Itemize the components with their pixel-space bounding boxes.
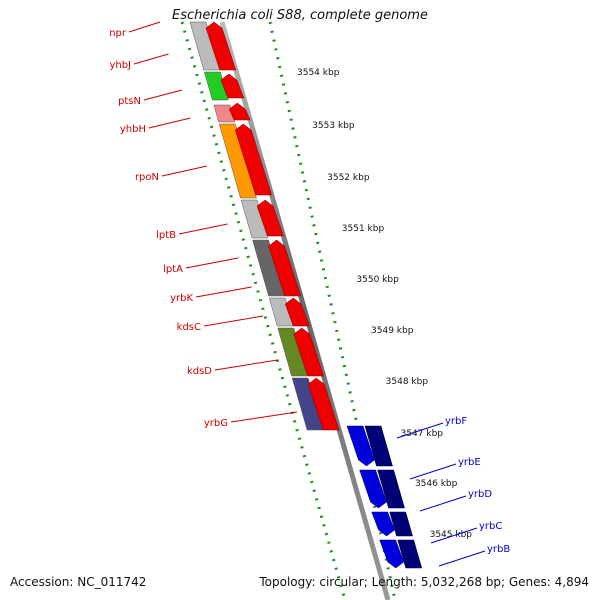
gene-leader-line (128, 21, 161, 33)
forward-gene-label[interactable]: yrbG (204, 418, 228, 429)
scale-labels: 3554 kbp 3553 kbp 3552 kbp 3551 kbp 3550 kbp… (297, 68, 472, 540)
scale-label: 3550 kbp (356, 275, 399, 285)
gene-leader-line (148, 117, 191, 129)
forward-gene-arrow[interactable] (234, 123, 272, 196)
forward-gene-labels: npr yhbJ ptsN yhbH rpoN lptB lptA yrbK kdsC kdsD y… (109, 21, 298, 429)
forward-gene-arrow[interactable] (307, 377, 340, 431)
scale-label: 3546 kbp (415, 479, 458, 489)
gene-leader-line (409, 463, 457, 480)
forward-gene-track (205, 21, 340, 431)
forward-gene-arrow[interactable] (268, 239, 301, 297)
reverse-gene-segment[interactable] (377, 469, 405, 509)
forward-gene-arrow[interactable] (284, 297, 310, 327)
forward-gene-label[interactable]: kdsD (187, 366, 212, 377)
reverse-gene-arrow[interactable] (379, 539, 405, 569)
scale-label: 3547 kbp (401, 429, 444, 439)
reverse-gene-segment[interactable] (397, 539, 423, 569)
gene-leader-line (230, 411, 298, 423)
gene-leader-line (195, 286, 252, 298)
forward-gene-arrow[interactable] (293, 327, 324, 377)
scale-label: 3545 kbp (430, 530, 473, 540)
forward-gene-label[interactable]: yhbH (120, 124, 146, 135)
gene-segment[interactable] (204, 71, 229, 101)
forward-gene-label[interactable]: npr (109, 28, 127, 39)
gene-leader-line (178, 223, 228, 235)
reverse-gene-label[interactable]: yrbF (445, 416, 467, 427)
scale-label: 3549 kbp (371, 326, 414, 336)
gene-leader-line (133, 53, 169, 65)
scale-label: 3548 kbp (386, 377, 429, 387)
scale-label: 3551 kbp (342, 224, 385, 234)
reverse-gene-arrow[interactable] (371, 511, 395, 537)
forward-gene-label[interactable]: yhbJ (109, 60, 131, 71)
genome-backbone (219, 21, 391, 600)
gene-leader-line (419, 495, 467, 512)
forward-gene-arrow[interactable] (256, 199, 284, 237)
gene-leader-line (143, 89, 183, 101)
inner-tick-line (180, 21, 347, 600)
reverse-gene-segment[interactable] (364, 425, 393, 467)
reverse-gene-arrow[interactable] (359, 469, 387, 509)
forward-gene-label[interactable]: yrbK (170, 293, 193, 304)
reverse-gene-track (346, 425, 423, 569)
gene-segment[interactable] (240, 199, 269, 239)
gene-track (189, 21, 324, 431)
reverse-gene-label[interactable]: yrbB (487, 544, 510, 555)
forward-gene-label[interactable]: rpoN (135, 172, 159, 183)
reverse-gene-labels: yrbF yrbE yrbD yrbC yrbB (396, 416, 510, 567)
gene-leader-line (214, 359, 278, 371)
reverse-gene-segment[interactable] (389, 511, 413, 537)
gene-leader-line (430, 527, 478, 544)
accession-label: Accession: NC_011742 (10, 575, 147, 589)
forward-gene-label[interactable]: kdsC (177, 322, 201, 333)
forward-gene-arrow[interactable] (220, 73, 245, 99)
gene-leader-line (185, 257, 239, 269)
reverse-gene-label[interactable]: yrbD (468, 489, 492, 500)
scale-label: 3552 kbp (327, 173, 370, 183)
gene-leader-line (161, 165, 208, 177)
map-title: Escherichia coli S88, complete genome (172, 8, 428, 23)
scale-label: 3554 kbp (297, 68, 340, 78)
reverse-gene-arrow[interactable] (346, 425, 375, 467)
scale-label: 3553 kbp (312, 121, 355, 131)
genome-summary: Topology: circular; Length: 5,032,268 bp… (259, 575, 589, 589)
forward-gene-label[interactable]: ptsN (118, 96, 141, 107)
forward-gene-arrow[interactable] (205, 21, 237, 71)
gene-leader-line (396, 422, 444, 439)
forward-gene-label[interactable]: lptB (156, 230, 176, 241)
gene-leader-line (438, 550, 486, 567)
reverse-gene-label[interactable]: yrbC (479, 521, 502, 532)
gene-segment[interactable] (218, 123, 257, 199)
gene-leader-line (203, 315, 264, 327)
reverse-gene-label[interactable]: yrbE (458, 457, 481, 468)
forward-gene-label[interactable]: lptA (163, 264, 183, 275)
forward-gene-arrow[interactable] (228, 102, 251, 121)
